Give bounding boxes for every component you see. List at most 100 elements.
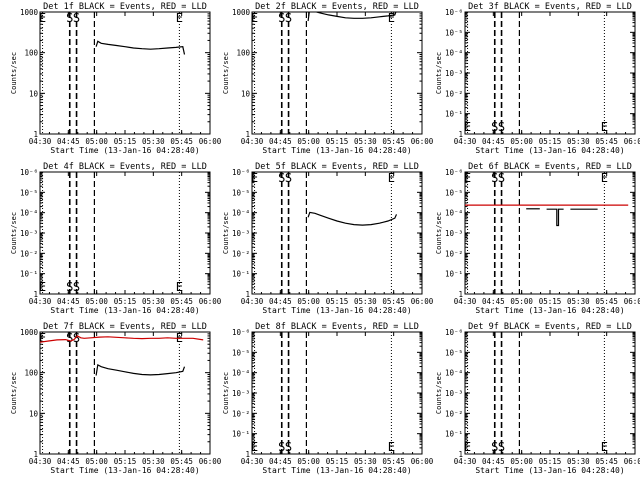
plot-frame bbox=[39, 331, 211, 455]
y-tick-label: 10 bbox=[241, 89, 251, 98]
x-tick-label: 05:30 bbox=[142, 457, 165, 466]
x-tick-label: 06:00 bbox=[199, 297, 222, 306]
y-tick-label: 10⁻³ bbox=[445, 389, 463, 398]
y-axis-label: Counts/sec bbox=[435, 372, 443, 414]
y-axis-label: Counts/sec bbox=[435, 52, 443, 94]
y-tick-label: 10⁻³ bbox=[445, 229, 463, 238]
marker-label: S bbox=[285, 171, 292, 185]
y-tick-label: 10⁻² bbox=[445, 89, 463, 98]
marker-label: S bbox=[491, 440, 498, 454]
x-tick-label: 04:45 bbox=[57, 137, 80, 146]
x-tick-label: 05:45 bbox=[170, 297, 193, 306]
x-tick-label: 04:30 bbox=[454, 457, 477, 466]
y-tick-label: 1 bbox=[33, 130, 38, 139]
y-tick-label: 10⁻³ bbox=[445, 69, 463, 78]
x-tick-label: 05:00 bbox=[297, 297, 320, 306]
x-axis-label: Start Time (13-Jan-16 04:28:40) bbox=[262, 306, 411, 315]
series-line bbox=[307, 12, 397, 22]
x-tick-label: 05:00 bbox=[297, 457, 320, 466]
x-tick-label: 04:45 bbox=[57, 297, 80, 306]
y-tick-label: 1 bbox=[245, 450, 250, 459]
x-tick-label: 05:45 bbox=[595, 137, 618, 146]
x-tick-label: 04:45 bbox=[482, 457, 505, 466]
chart-panel-9: Det 9f BLACK = Events, RED = LLD 04:30 04:… bbox=[435, 322, 640, 475]
x-tick-label: 06:00 bbox=[199, 457, 222, 466]
x-axis-label: Start Time (13-Jan-16 04:28:40) bbox=[475, 306, 624, 315]
marker-label: E bbox=[388, 171, 395, 185]
plot-frame bbox=[39, 171, 211, 295]
marker-label: E bbox=[388, 11, 395, 25]
x-tick-label: 05:30 bbox=[142, 297, 165, 306]
x-tick-label: 04:30 bbox=[29, 297, 52, 306]
x-tick-label: 06:00 bbox=[624, 137, 640, 146]
y-tick-label: 1 bbox=[33, 290, 38, 299]
marker-label: S bbox=[491, 171, 498, 185]
y-tick-label: 10⁻¹ bbox=[445, 430, 463, 439]
x-axis-label: Start Time (13-Jan-16 04:28:40) bbox=[262, 466, 411, 475]
series-line bbox=[95, 40, 186, 55]
y-axis-label: Counts/sec bbox=[435, 212, 443, 254]
y-tick-label: 10⁻⁴ bbox=[232, 369, 250, 378]
y-axis-label: Counts/sec bbox=[10, 372, 18, 414]
chart-title: Det 8f BLACK = Events, RED = LLD bbox=[255, 322, 419, 332]
x-tick-label: 05:15 bbox=[114, 457, 137, 466]
x-tick-label: 04:45 bbox=[57, 457, 80, 466]
series-line bbox=[95, 363, 186, 376]
x-tick-label: 06:00 bbox=[624, 297, 640, 306]
y-tick-label: 10⁻⁵ bbox=[232, 348, 250, 357]
chart-panel-7: Det 7f BLACK = Events, RED = LLD 04:30 04:… bbox=[10, 322, 222, 475]
y-tick-label: 1 bbox=[33, 450, 38, 459]
y-tick-label: 10⁻² bbox=[445, 409, 463, 418]
y-tick-label: 10⁻⁶ bbox=[445, 168, 463, 177]
marker-label: E bbox=[176, 11, 183, 25]
y-tick-label: 1000 bbox=[20, 8, 39, 17]
x-tick-label: 04:30 bbox=[29, 457, 52, 466]
y-tick-label: 10⁻⁴ bbox=[232, 209, 250, 218]
x-tick-label: 05:00 bbox=[510, 297, 533, 306]
x-tick-label: 06:00 bbox=[411, 457, 434, 466]
y-tick-label: 10⁻⁴ bbox=[445, 209, 463, 218]
x-tick-label: 04:30 bbox=[241, 137, 264, 146]
y-tick-label: 10⁻⁶ bbox=[445, 328, 463, 337]
chart-panel-3: Det 3f BLACK = Events, RED = LLD 04:30 04:… bbox=[435, 2, 640, 155]
x-tick-label: 06:00 bbox=[624, 457, 640, 466]
y-tick-label: 10⁻⁵ bbox=[232, 188, 250, 197]
marker-label: S bbox=[285, 440, 292, 454]
y-tick-label: 10⁻⁵ bbox=[445, 188, 463, 197]
marker-label: E bbox=[251, 11, 258, 25]
x-tick-label: 04:30 bbox=[29, 137, 52, 146]
y-axis-label: Counts/sec bbox=[10, 212, 18, 254]
x-tick-label: 05:15 bbox=[539, 457, 562, 466]
y-tick-label: 10⁻¹ bbox=[20, 270, 38, 279]
y-tick-label: 1000 bbox=[232, 8, 251, 17]
marker-label: S bbox=[498, 120, 505, 134]
chart-title: Det 2f BLACK = Events, RED = LLD bbox=[255, 2, 419, 12]
x-tick-label: 05:45 bbox=[170, 137, 193, 146]
y-tick-label: 1000 bbox=[20, 328, 39, 337]
marker-label: S bbox=[491, 120, 498, 134]
x-axis-label: Start Time (13-Jan-16 04:28:40) bbox=[50, 306, 199, 315]
chart-panel-2: Det 2f BLACK = Events, RED = LLD 04:30 04:… bbox=[222, 2, 434, 155]
marker-label: E bbox=[388, 440, 395, 454]
marker-label: S bbox=[278, 11, 285, 25]
marker-label: E bbox=[601, 120, 608, 134]
x-tick-label: 05:15 bbox=[326, 297, 349, 306]
y-tick-label: 10⁻⁶ bbox=[232, 328, 250, 337]
x-tick-label: 05:00 bbox=[85, 137, 108, 146]
y-tick-label: 10⁻² bbox=[445, 249, 463, 258]
x-tick-label: 05:30 bbox=[354, 137, 377, 146]
y-tick-label: 10⁻⁴ bbox=[445, 369, 463, 378]
x-tick-label: 05:00 bbox=[85, 297, 108, 306]
marker-label: S bbox=[278, 171, 285, 185]
chart-title: Det 3f BLACK = Events, RED = LLD bbox=[468, 2, 632, 12]
plot-frame bbox=[251, 331, 423, 455]
marker-label: E bbox=[464, 440, 471, 454]
marker-label: E bbox=[39, 280, 46, 294]
chart-panel-6: Det 6f BLACK = Events, RED = LLD 04:30 04:… bbox=[435, 162, 640, 315]
x-axis-label: Start Time (13-Jan-16 04:28:40) bbox=[475, 466, 624, 475]
y-tick-label: 10⁻⁴ bbox=[445, 49, 463, 58]
chart-title: Det 1f BLACK = Events, RED = LLD bbox=[43, 2, 207, 12]
x-tick-label: 05:45 bbox=[382, 297, 405, 306]
y-tick-label: 10 bbox=[29, 89, 39, 98]
